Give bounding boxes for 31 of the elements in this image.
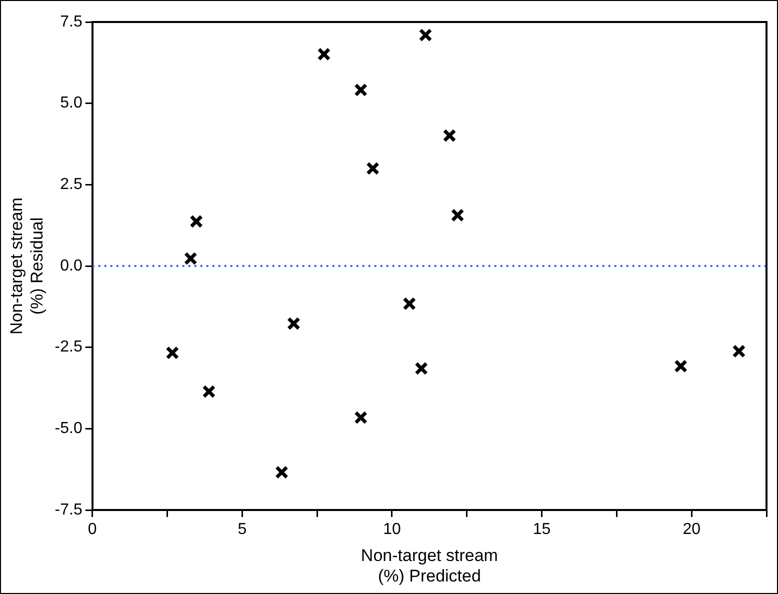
point [402,297,416,310]
point [366,162,380,176]
x-tick-label: 5 [238,521,247,538]
point [442,128,456,142]
x-tick-label: 15 [532,521,551,538]
point [418,28,432,42]
y-tick-label: 5.0 [60,94,82,112]
point [732,344,746,358]
y-tick-label: 7.5 [60,13,82,30]
y-axis-title: Non-target stream (%) Residual [6,198,46,334]
x-axis-title: Non-target stream (%) Predicted [360,546,498,586]
y-tick-label: -5.0 [54,420,82,438]
x-tick-label: 20 [682,521,701,538]
point [450,208,464,222]
y-tick-label: 0.0 [60,257,82,274]
point [184,252,198,266]
point [317,48,331,61]
point [202,384,216,398]
point [275,466,288,479]
point [287,316,300,330]
x-tick-label: 10 [383,521,401,538]
y-tick-label: 2.5 [60,176,82,194]
x-tick-label: 0 [88,521,97,538]
point [354,410,368,424]
point [354,83,368,97]
point [414,362,428,376]
y-tick-label: -7.5 [54,501,82,518]
point [674,360,688,373]
point [190,214,204,228]
y-tick-label: -2.5 [54,338,82,356]
point [166,346,180,360]
